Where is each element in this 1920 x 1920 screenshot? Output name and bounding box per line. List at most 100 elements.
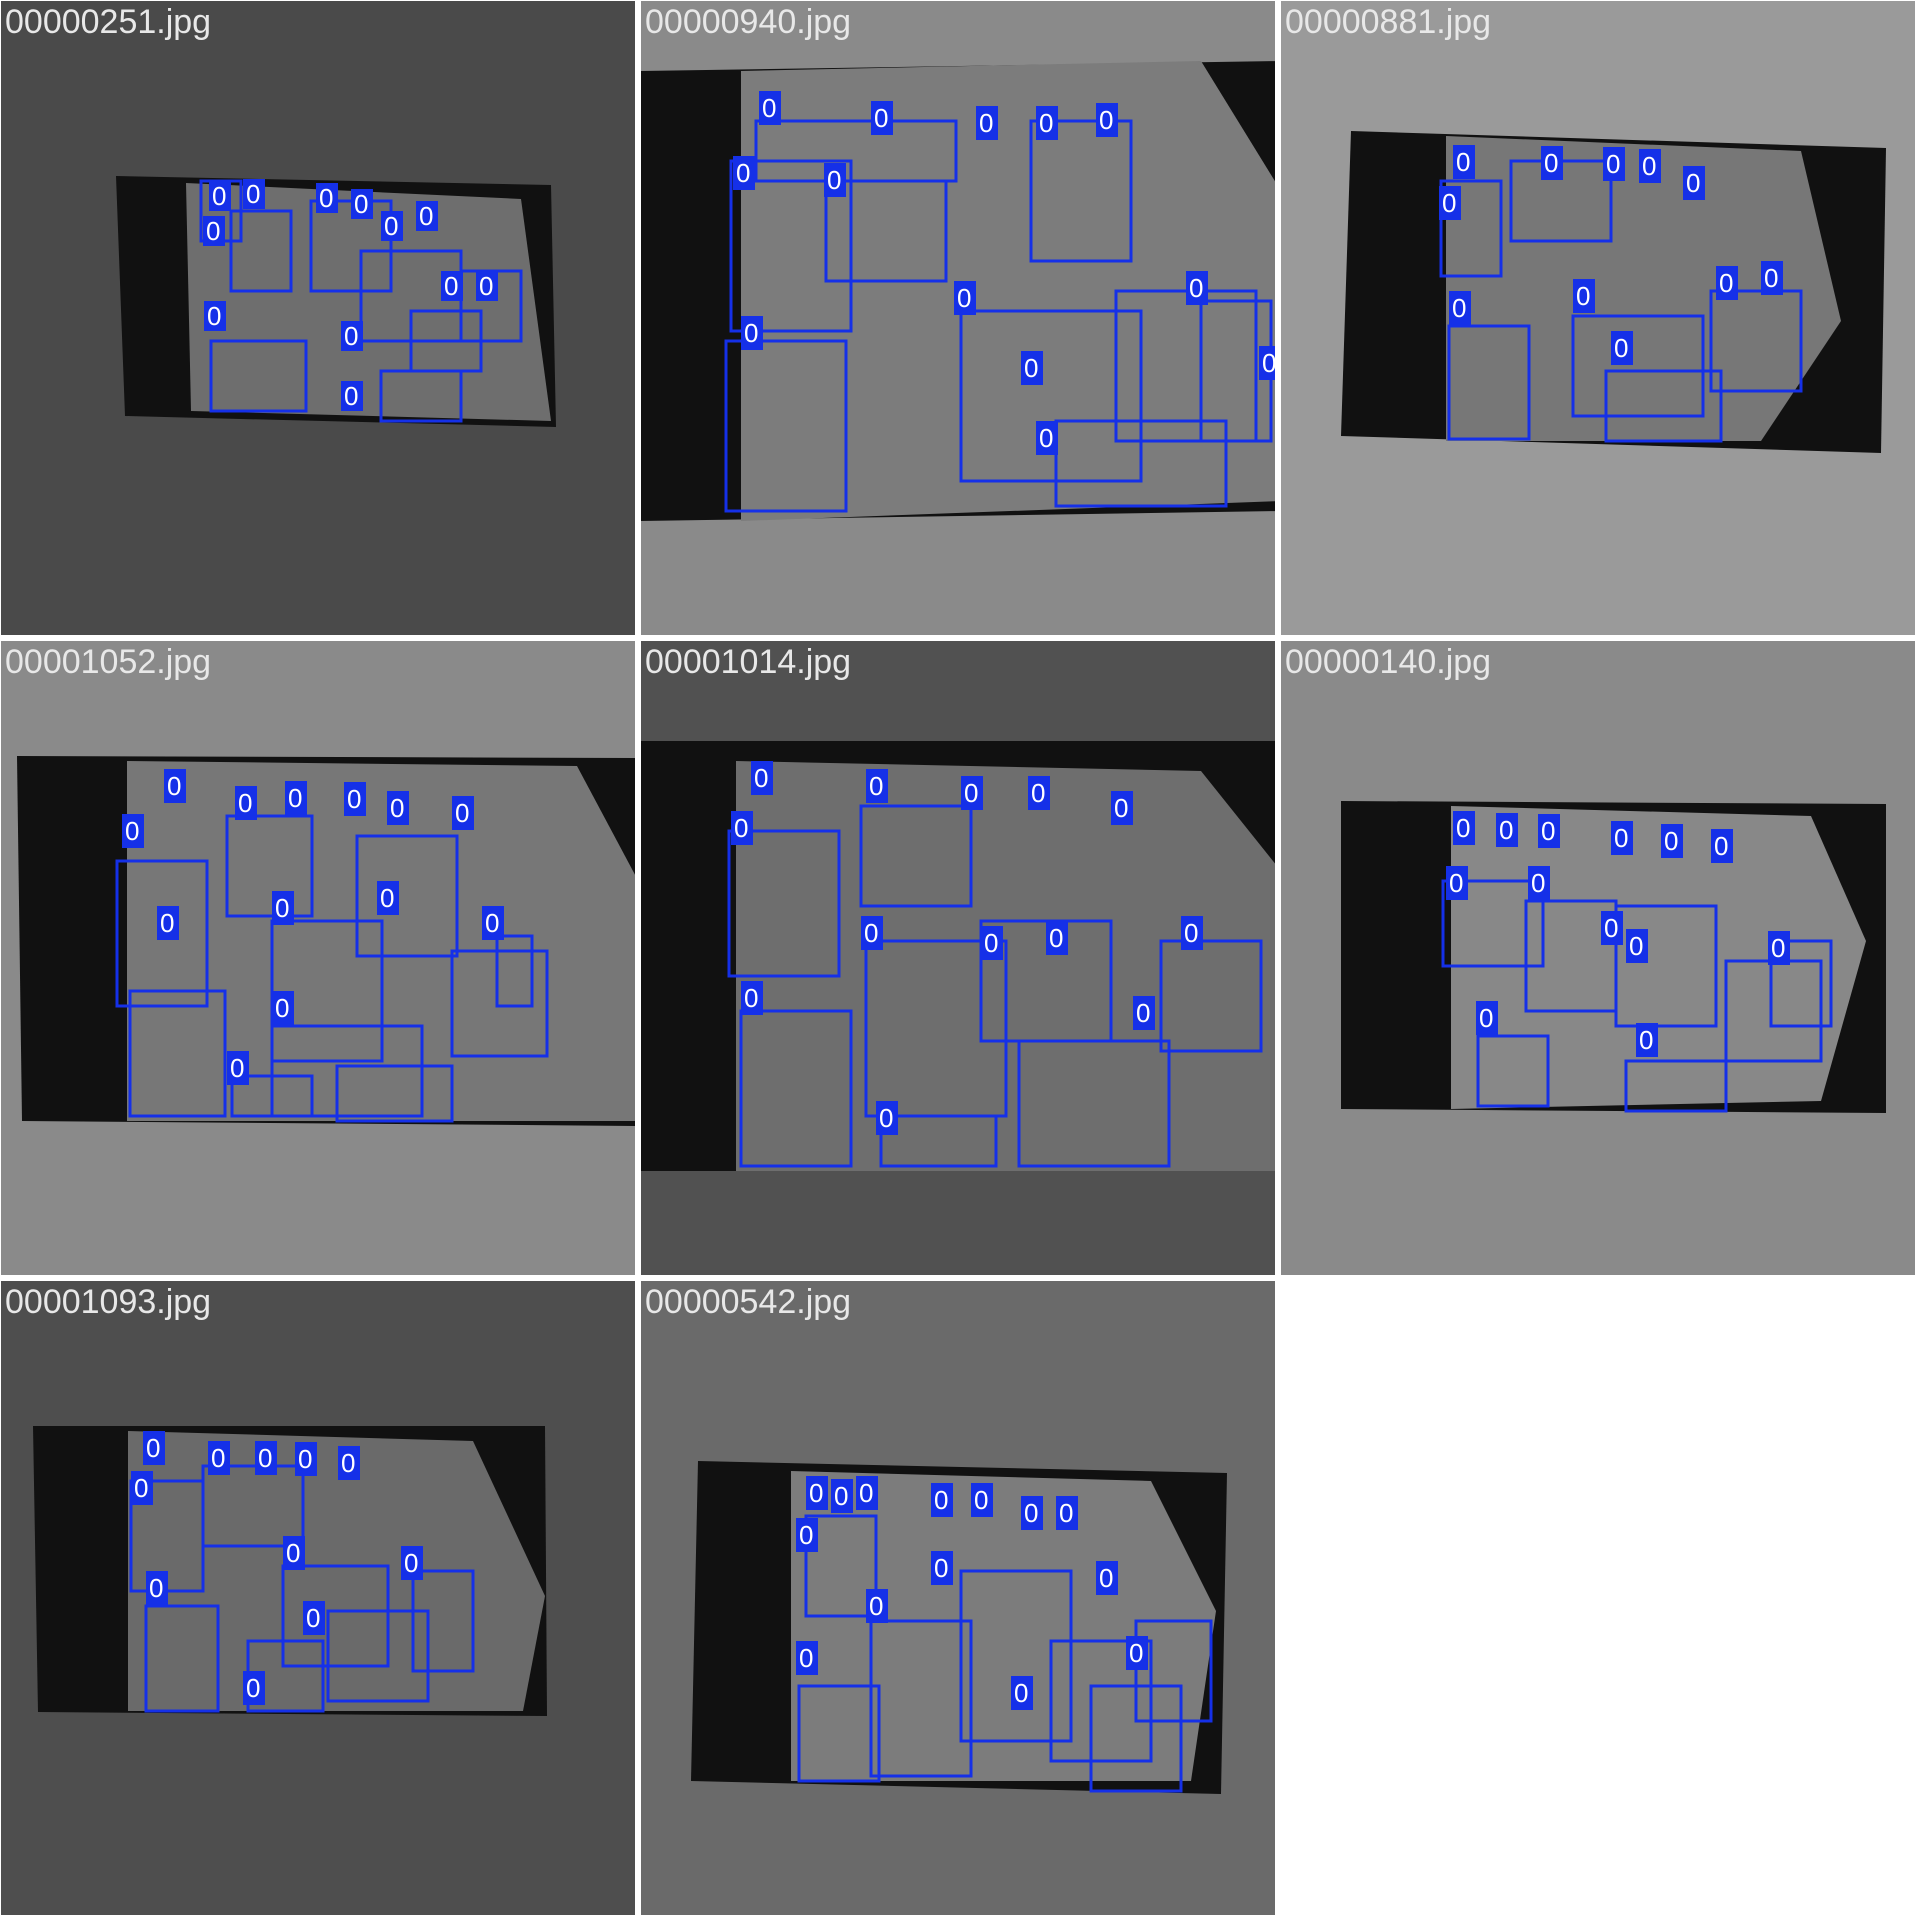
tile-filename: 00000542.jpg [645, 1285, 851, 1319]
svg-text:0: 0 [734, 813, 748, 843]
svg-text:0: 0 [258, 1443, 272, 1473]
svg-text:0: 0 [864, 918, 878, 948]
svg-text:0: 0 [444, 271, 458, 301]
mosaic-tile: 00000881.jpg 0 0 0 0 0 0 0 0 0 0 [1280, 0, 1916, 636]
svg-text:0: 0 [1099, 105, 1113, 135]
svg-text:0: 0 [1686, 168, 1700, 198]
svg-text:0: 0 [1629, 931, 1643, 961]
pig-pen-photo: 0 0 0 0 0 0 0 0 0 0 0 0 0 [641, 61, 1276, 521]
svg-text:0: 0 [230, 1053, 244, 1083]
svg-text:0: 0 [762, 93, 776, 123]
detection-overlay: 0 0 0 0 0 0 0 0 0 0 0 0 [111, 171, 561, 431]
svg-text:0: 0 [1039, 108, 1053, 138]
svg-text:0: 0 [1031, 778, 1045, 808]
svg-text:0: 0 [874, 103, 888, 133]
svg-text:0: 0 [799, 1520, 813, 1550]
svg-text:0: 0 [1456, 147, 1470, 177]
tile-filename: 00001052.jpg [5, 645, 211, 679]
svg-text:0: 0 [298, 1444, 312, 1474]
mosaic-tile: 00000542.jpg 0 0 0 0 0 0 0 0 0 [640, 1280, 1276, 1916]
svg-text:0: 0 [869, 1591, 883, 1621]
svg-text:0: 0 [207, 301, 221, 331]
svg-text:0: 0 [1771, 933, 1785, 963]
svg-text:0: 0 [809, 1478, 823, 1508]
svg-text:0: 0 [319, 183, 333, 213]
svg-text:0: 0 [799, 1643, 813, 1673]
svg-text:0: 0 [1544, 148, 1558, 178]
svg-text:0: 0 [984, 928, 998, 958]
tile-filename: 00000940.jpg [645, 5, 851, 39]
detection-overlay: 0 0 0 0 0 0 0 0 0 0 0 0 0 [641, 61, 1276, 521]
svg-text:0: 0 [1114, 793, 1128, 823]
svg-text:0: 0 [485, 908, 499, 938]
svg-text:0: 0 [341, 1448, 355, 1478]
svg-text:0: 0 [167, 771, 181, 801]
mosaic-tile: 00000251.jpg 0 0 0 0 0 0 0 0 [0, 0, 636, 636]
detection-overlay: 0 0 0 0 0 0 0 0 0 0 0 0 0 0 [691, 1461, 1231, 1801]
svg-text:0: 0 [380, 883, 394, 913]
svg-text:0: 0 [744, 983, 758, 1013]
mosaic-tile: 00001093.jpg 0 0 0 0 0 0 0 0 0 [0, 1280, 636, 1916]
svg-text:0: 0 [1099, 1563, 1113, 1593]
svg-text:0: 0 [974, 1485, 988, 1515]
svg-text:0: 0 [834, 1481, 848, 1511]
svg-text:0: 0 [1024, 353, 1038, 383]
svg-text:0: 0 [354, 189, 368, 219]
svg-text:0: 0 [479, 271, 493, 301]
svg-text:0: 0 [212, 181, 226, 211]
svg-text:0: 0 [879, 1103, 893, 1133]
svg-text:0: 0 [390, 793, 404, 823]
mosaic-tile: 00000140.jpg 0 0 0 0 0 0 0 0 0 [1280, 640, 1916, 1276]
pig-pen-photo: 0 0 0 0 0 0 0 0 0 0 0 0 0 [1341, 801, 1891, 1116]
pig-pen-photo: 0 0 0 0 0 0 0 0 0 0 0 0 [111, 171, 561, 431]
svg-text:0: 0 [1449, 868, 1463, 898]
svg-text:0: 0 [934, 1485, 948, 1515]
pig-pen-photo: 0 0 0 0 0 0 0 0 0 0 0 [1341, 131, 1891, 461]
tile-filename: 00000251.jpg [5, 5, 211, 39]
svg-text:0: 0 [288, 783, 302, 813]
svg-text:0: 0 [1664, 826, 1678, 856]
svg-text:0: 0 [1024, 1498, 1038, 1528]
svg-text:0: 0 [1479, 1003, 1493, 1033]
svg-text:0: 0 [419, 201, 433, 231]
svg-text:0: 0 [134, 1473, 148, 1503]
svg-text:0: 0 [1136, 998, 1150, 1028]
svg-text:0: 0 [384, 211, 398, 241]
svg-text:0: 0 [211, 1443, 225, 1473]
svg-text:0: 0 [1014, 1678, 1028, 1708]
svg-text:0: 0 [957, 283, 971, 313]
svg-text:0: 0 [238, 788, 252, 818]
tile-filename: 00000881.jpg [1285, 5, 1491, 39]
svg-text:0: 0 [149, 1573, 163, 1603]
mosaic-tile: 00000940.jpg 0 0 0 0 0 0 0 [640, 0, 1276, 636]
svg-text:0: 0 [347, 784, 361, 814]
svg-text:0: 0 [1576, 281, 1590, 311]
svg-text:0: 0 [1719, 268, 1733, 298]
svg-text:0: 0 [869, 771, 883, 801]
svg-text:0: 0 [1639, 1025, 1653, 1055]
svg-text:0: 0 [1499, 815, 1513, 845]
pig-pen-photo: 0 0 0 0 0 0 0 0 0 0 0 0 0 0 [691, 1461, 1231, 1801]
svg-text:0: 0 [1714, 831, 1728, 861]
pig-pen-photo: 0 0 0 0 0 0 0 0 0 0 0 0 0 [641, 741, 1276, 1171]
svg-text:0: 0 [344, 381, 358, 411]
svg-text:0: 0 [1184, 918, 1198, 948]
svg-text:0: 0 [1764, 263, 1778, 293]
svg-text:0: 0 [1442, 188, 1456, 218]
svg-text:0: 0 [1039, 423, 1053, 453]
pig-pen-photo: 0 0 0 0 0 0 0 0 0 0 0 0 0 [17, 756, 636, 1126]
svg-text:0: 0 [1452, 293, 1466, 323]
svg-text:0: 0 [160, 908, 174, 938]
svg-text:0: 0 [246, 179, 260, 209]
svg-text:0: 0 [404, 1548, 418, 1578]
svg-text:0: 0 [125, 816, 139, 846]
svg-text:0: 0 [206, 216, 220, 246]
detection-overlay: 0 0 0 0 0 0 0 0 0 0 0 0 0 [1341, 801, 1891, 1116]
detection-overlay: 0 0 0 0 0 0 0 0 0 0 0 0 0 [17, 756, 636, 1126]
svg-text:0: 0 [1541, 816, 1555, 846]
tile-filename: 00001093.jpg [5, 1285, 211, 1319]
svg-text:0: 0 [146, 1433, 160, 1463]
svg-text:0: 0 [979, 108, 993, 138]
mosaic-tile: 00001052.jpg 0 0 0 0 0 0 [0, 640, 636, 1276]
